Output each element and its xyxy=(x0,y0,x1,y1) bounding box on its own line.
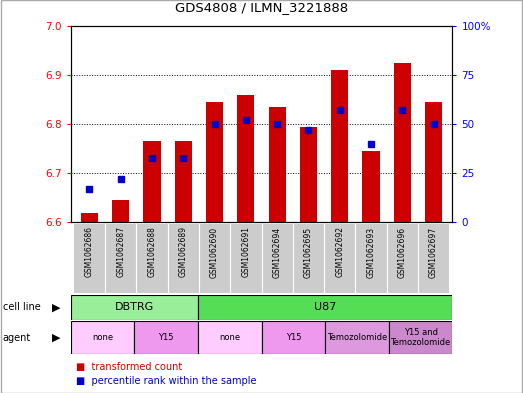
Bar xyxy=(198,295,452,320)
Text: GSM1062688: GSM1062688 xyxy=(147,226,156,277)
Bar xyxy=(74,224,105,293)
Text: GSM1062693: GSM1062693 xyxy=(367,226,376,277)
Bar xyxy=(112,200,129,222)
Bar xyxy=(325,321,389,354)
Bar xyxy=(71,295,198,320)
Text: ▶: ▶ xyxy=(52,302,61,312)
Text: GSM1062689: GSM1062689 xyxy=(179,226,188,277)
Text: GSM1062695: GSM1062695 xyxy=(304,226,313,277)
Bar xyxy=(262,224,293,293)
Text: GSM1062692: GSM1062692 xyxy=(335,226,344,277)
Bar xyxy=(262,321,325,354)
Text: cell line: cell line xyxy=(3,302,40,312)
Bar xyxy=(300,127,317,222)
Bar xyxy=(324,224,356,293)
Text: GSM1062694: GSM1062694 xyxy=(272,226,282,277)
Bar xyxy=(237,95,255,222)
Bar xyxy=(137,224,167,293)
Text: GSM1062697: GSM1062697 xyxy=(429,226,438,277)
Text: GSM1062687: GSM1062687 xyxy=(116,226,125,277)
Text: Y15: Y15 xyxy=(158,333,174,342)
Bar xyxy=(206,102,223,222)
Bar xyxy=(81,213,98,222)
Text: ▶: ▶ xyxy=(52,332,61,343)
Bar xyxy=(268,107,286,222)
Bar xyxy=(362,151,380,222)
Text: agent: agent xyxy=(3,332,31,343)
Bar xyxy=(175,141,192,222)
Bar xyxy=(71,321,134,354)
Bar xyxy=(293,224,324,293)
Text: DBTRG: DBTRG xyxy=(115,302,154,312)
Text: GSM1062686: GSM1062686 xyxy=(85,226,94,277)
Bar xyxy=(143,141,161,222)
Text: ■  transformed count: ■ transformed count xyxy=(76,362,182,372)
Bar xyxy=(199,224,230,293)
Text: U87: U87 xyxy=(314,302,336,312)
Bar xyxy=(356,224,386,293)
Bar xyxy=(230,224,262,293)
Text: Y15 and
Temozolomide: Y15 and Temozolomide xyxy=(391,328,451,347)
Bar xyxy=(105,224,137,293)
Text: Temozolomide: Temozolomide xyxy=(327,333,387,342)
Bar xyxy=(167,224,199,293)
Bar xyxy=(386,224,418,293)
Text: GSM1062691: GSM1062691 xyxy=(241,226,251,277)
Text: none: none xyxy=(219,333,240,342)
Bar xyxy=(198,321,262,354)
Text: ■  percentile rank within the sample: ■ percentile rank within the sample xyxy=(76,376,256,386)
Bar xyxy=(425,102,442,222)
Text: GDS4808 / ILMN_3221888: GDS4808 / ILMN_3221888 xyxy=(175,1,348,14)
Bar xyxy=(134,321,198,354)
Text: none: none xyxy=(92,333,113,342)
Bar xyxy=(331,70,348,222)
Text: GSM1062690: GSM1062690 xyxy=(210,226,219,277)
Text: Y15: Y15 xyxy=(286,333,301,342)
Bar xyxy=(389,321,452,354)
Bar xyxy=(418,224,449,293)
Bar xyxy=(394,63,411,222)
Text: GSM1062696: GSM1062696 xyxy=(398,226,407,277)
